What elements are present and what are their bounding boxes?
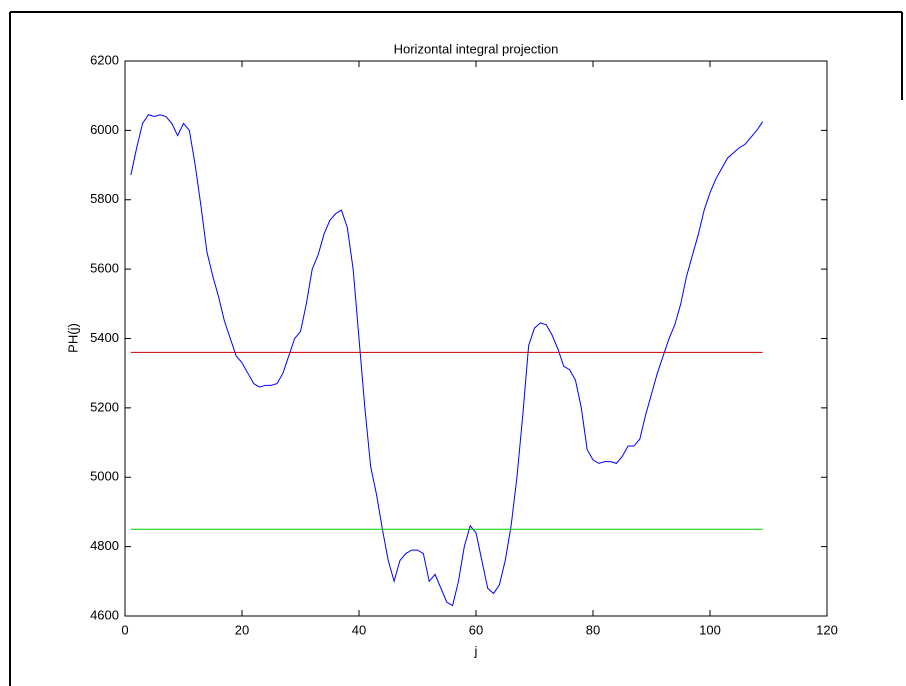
- y-tick-label: 5200: [90, 399, 119, 414]
- y-tick-label: 6000: [90, 122, 119, 137]
- x-tick-label: 120: [816, 622, 838, 637]
- x-tick-label: 100: [699, 622, 721, 637]
- x-axis-label: j: [474, 643, 478, 658]
- y-tick-label: 5000: [90, 469, 119, 484]
- y-axis-label: PH(j): [65, 323, 80, 353]
- x-tick-label: 80: [586, 622, 600, 637]
- chart-title: Horizontal integral projection: [394, 41, 559, 56]
- y-tick-label: 5800: [90, 191, 119, 206]
- x-tick-label: 60: [469, 622, 483, 637]
- x-tick-label: 20: [235, 622, 249, 637]
- y-tick-label: 5400: [90, 330, 119, 345]
- y-tick-label: 4600: [90, 607, 119, 622]
- y-tick-label: 4800: [90, 538, 119, 553]
- x-tick-label: 40: [352, 622, 366, 637]
- series-line: [130, 114, 764, 607]
- x-tick-label: 0: [121, 622, 128, 637]
- y-tick-label: 5600: [90, 261, 119, 276]
- plot-area: [124, 60, 828, 617]
- y-tick-label: 6200: [90, 52, 119, 67]
